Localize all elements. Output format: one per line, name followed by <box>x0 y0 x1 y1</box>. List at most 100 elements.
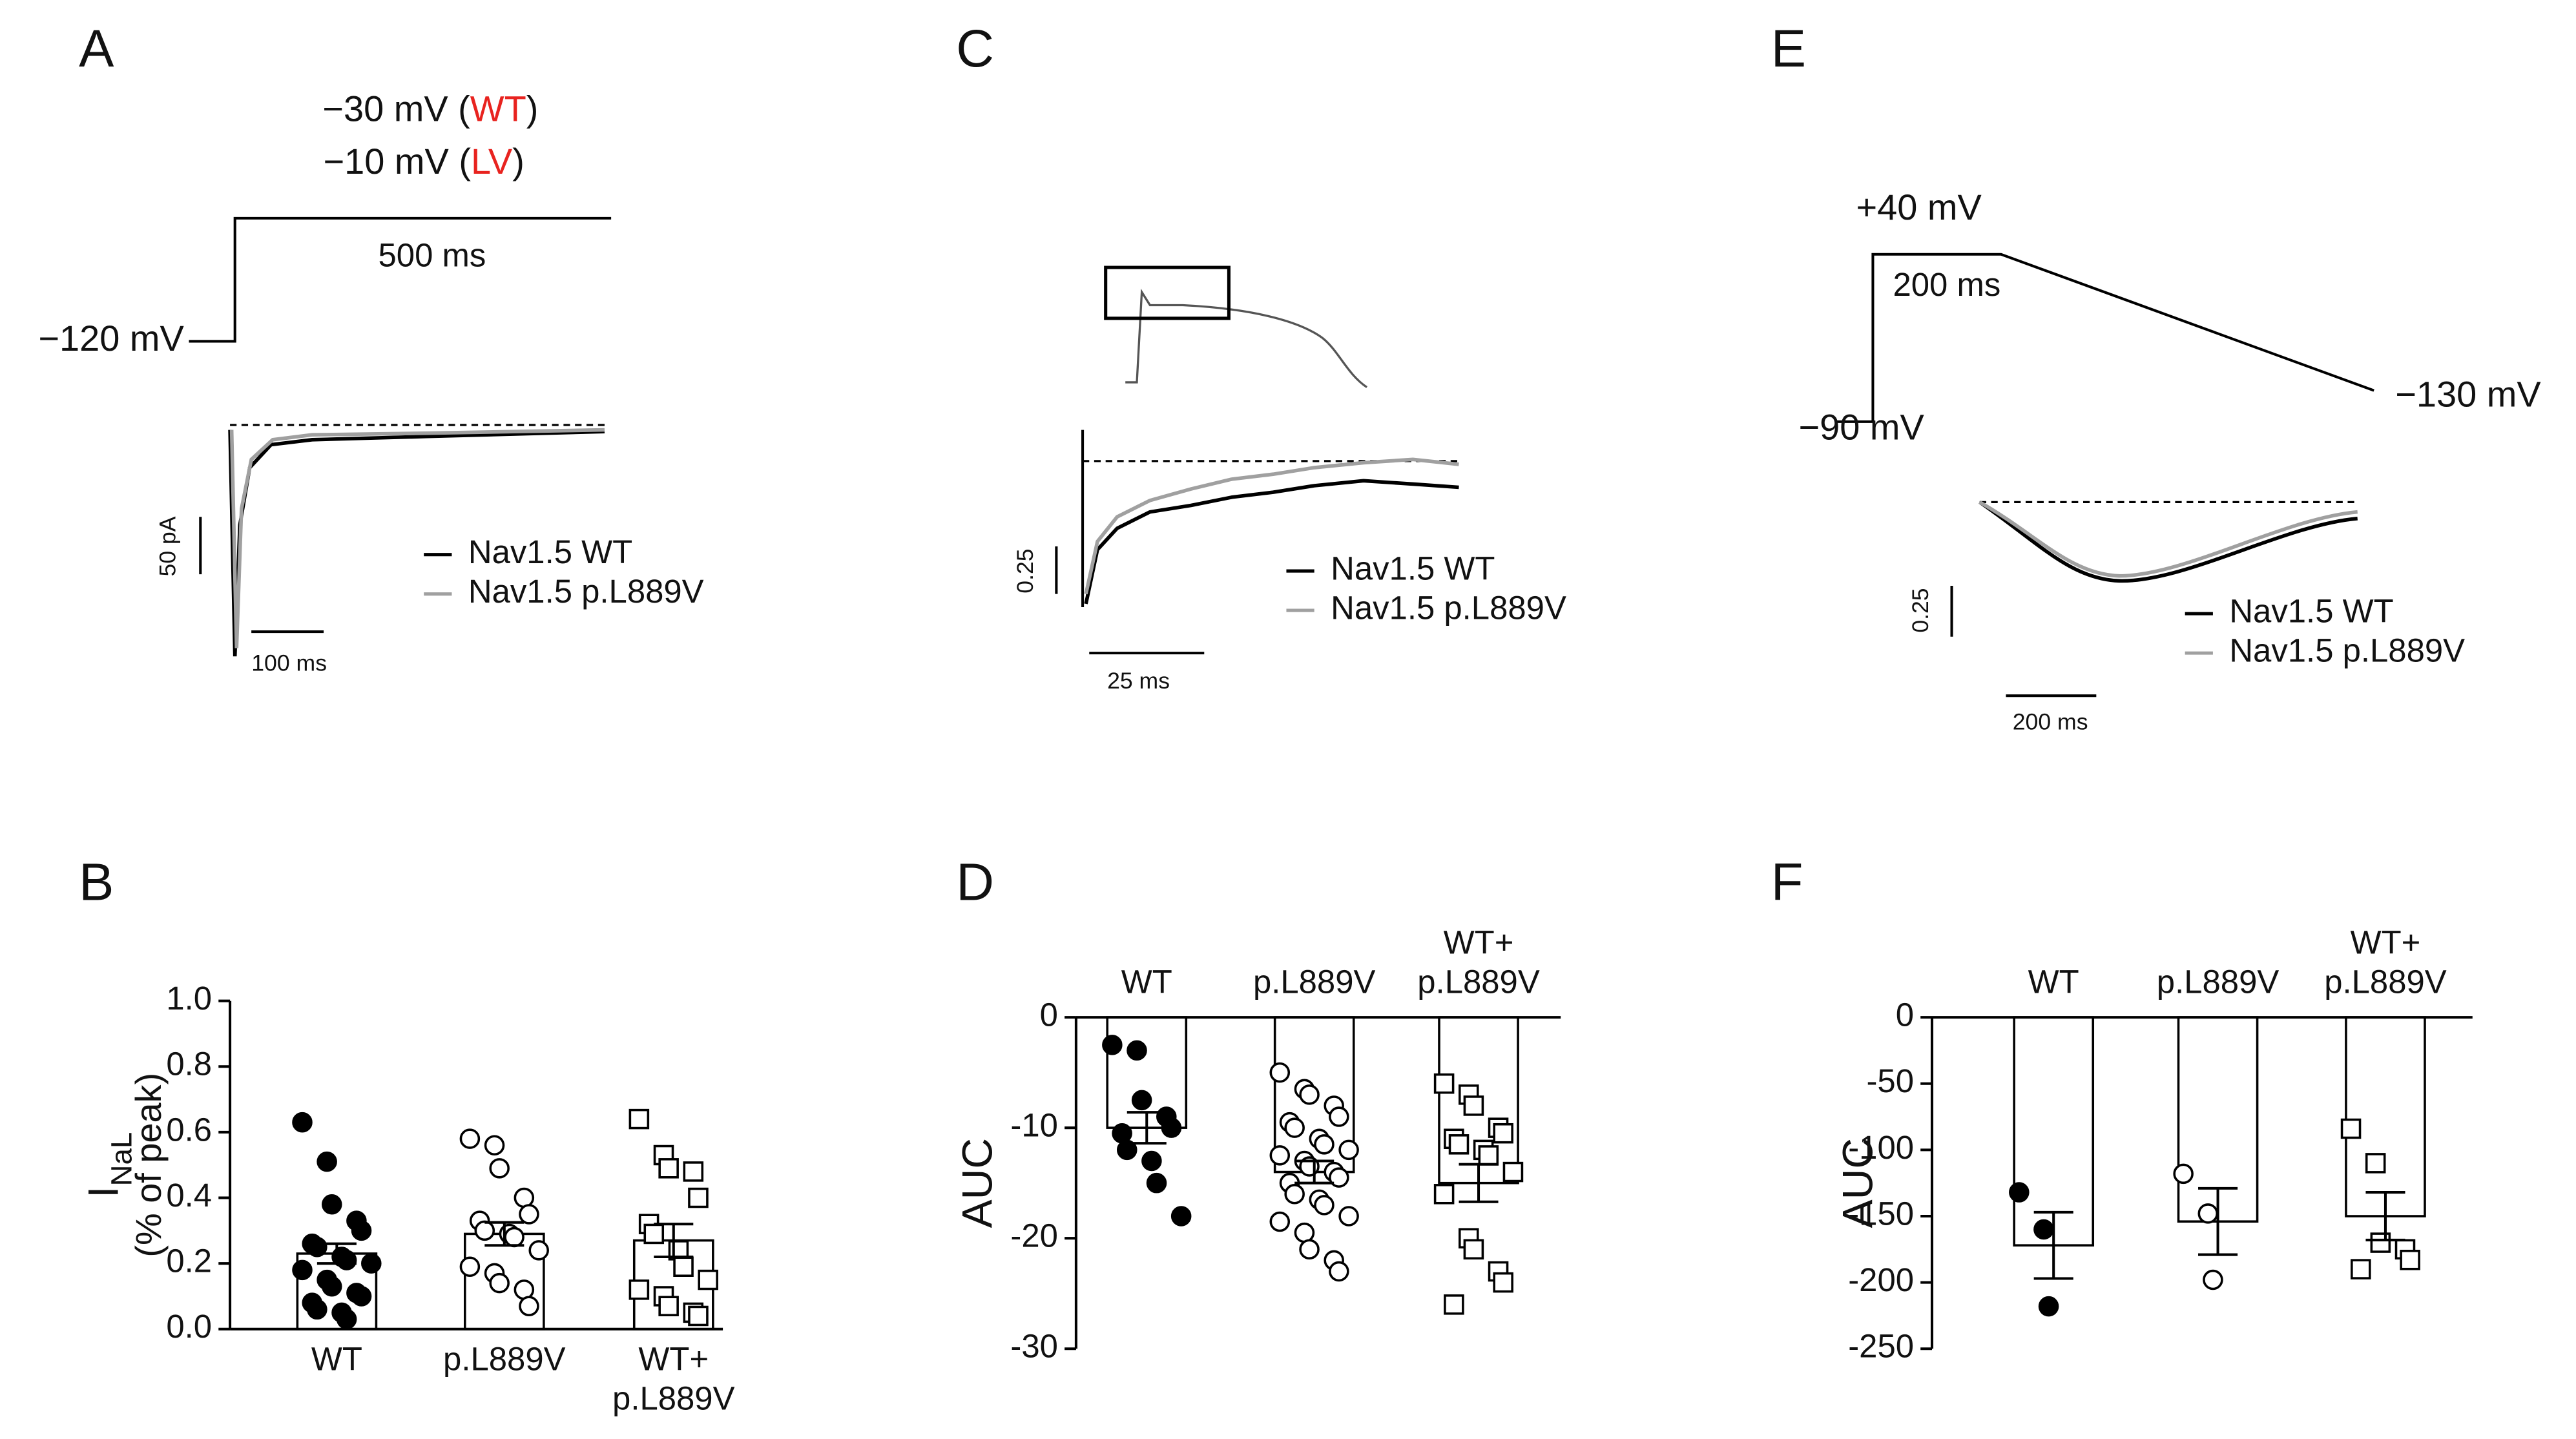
data-point <box>1299 1239 1320 1260</box>
data-point <box>1463 1239 1484 1260</box>
legend-label: Nav1.5 WT <box>468 533 632 570</box>
data-point <box>2173 1163 2194 1185</box>
data-point <box>1116 1139 1137 1161</box>
data-point <box>1284 1184 1305 1205</box>
y-tick-label: 0.8 <box>166 1046 212 1082</box>
data-point <box>1502 1161 1524 1183</box>
error-bar <box>2033 1210 2073 1280</box>
data-point <box>361 1253 382 1274</box>
data-point <box>643 1223 665 1245</box>
y-tick-label: 1.0 <box>166 980 212 1017</box>
y-axis-label: (% of peak) <box>128 1073 169 1258</box>
y-axis-label: AUC <box>954 1138 1002 1228</box>
data-point <box>1269 1145 1291 1166</box>
holding-label: −90 mV <box>1798 406 1924 447</box>
data-point <box>351 1286 372 1307</box>
data-point <box>1161 1117 1182 1138</box>
data-point <box>2197 1203 2219 1224</box>
data-point <box>459 1256 481 1278</box>
data-point <box>628 1279 650 1300</box>
current-trace <box>1979 501 2358 583</box>
data-point <box>317 1151 337 1172</box>
y-tick-label: -20 <box>1010 1217 1058 1254</box>
y-axis-label: INaL <box>80 1132 138 1198</box>
x-tick-label: WT+ p.L889V <box>1417 924 1540 1000</box>
data-point <box>307 1299 327 1320</box>
error-bar <box>484 1221 525 1247</box>
data-point <box>307 1237 327 1258</box>
scale-label: 0.25 <box>1907 588 1933 632</box>
data-point <box>1314 1134 1335 1155</box>
y-tick-label: 0 <box>1040 997 1058 1033</box>
error-bar <box>654 1223 694 1259</box>
data-point <box>1102 1035 1123 1055</box>
y-tick-label: 0.6 <box>166 1111 212 1148</box>
y-tick-label: 0.4 <box>166 1177 212 1214</box>
protocol <box>1836 253 2374 423</box>
y-tick-label: -100 <box>1848 1129 1914 1166</box>
panel-letter: F <box>1771 853 1803 911</box>
data-point <box>528 1240 549 1261</box>
data-point <box>2038 1296 2059 1317</box>
y-tick-label: 0.0 <box>166 1308 212 1345</box>
label-line: p.L889V <box>2157 964 2280 1000</box>
y-tick-label: -10 <box>1010 1107 1058 1144</box>
scale-label: 25 ms <box>1107 668 1170 694</box>
voltage-label: −10 mV (LV) <box>323 141 524 181</box>
y-tick-label: -30 <box>1010 1328 1058 1365</box>
voltage-label: +40 mV <box>1856 187 1982 227</box>
data-point <box>2400 1249 2420 1270</box>
data-point <box>2351 1259 2371 1279</box>
scale-label: 50 pA <box>154 516 180 576</box>
scale-label: 200 ms <box>2013 709 2088 735</box>
data-point <box>1493 1123 1513 1144</box>
x-tick-label: p.L889V <box>2157 964 2280 1000</box>
data-point <box>1299 1084 1320 1105</box>
y-tick-label: 0.2 <box>166 1243 212 1279</box>
data-point <box>2203 1269 2223 1290</box>
data-point <box>1444 1294 1464 1315</box>
current-trace <box>229 428 605 648</box>
label-line: WT+ <box>2351 924 2421 961</box>
data-point <box>489 1272 510 1294</box>
y-axis-label-part: AUC <box>1834 1138 1882 1228</box>
data-point <box>1493 1272 1513 1293</box>
panel-letter: A <box>79 19 114 78</box>
data-point <box>321 1276 342 1297</box>
panel-letter: E <box>1771 19 1806 78</box>
label-line: WT <box>311 1341 362 1378</box>
data-point <box>628 1108 650 1130</box>
current-trace <box>1979 500 2358 578</box>
panel-letter: D <box>956 853 994 911</box>
data-point <box>1433 1073 1455 1094</box>
x-tick-label: WT+ p.L889V <box>612 1341 735 1417</box>
error-bar <box>1459 1163 1499 1203</box>
error-bar <box>2365 1191 2405 1241</box>
label-line: p.L889V <box>1417 964 1540 1000</box>
data-point <box>658 1296 679 1316</box>
x-tick-label: p.L889V <box>443 1341 566 1378</box>
y-axis-label-sub: NaL <box>105 1132 138 1186</box>
data-point <box>519 1204 539 1225</box>
error-bar <box>317 1242 357 1265</box>
y-axis-label-part: AUC <box>954 1138 1002 1228</box>
data-point <box>2365 1153 2386 1174</box>
label-line: WT <box>1121 964 1172 1000</box>
legend-label: Nav1.5 WT <box>1331 550 1495 587</box>
data-point <box>688 1187 709 1208</box>
data-point <box>1127 1040 1147 1061</box>
data-point <box>489 1158 510 1179</box>
data-point <box>673 1256 694 1278</box>
data-point <box>292 1259 313 1281</box>
data-point <box>351 1220 372 1241</box>
data-point <box>336 1250 357 1270</box>
data-point <box>519 1296 539 1316</box>
legend-label: Nav1.5 p.L889V <box>2229 632 2465 669</box>
label-line: p.L889V <box>2324 964 2447 1000</box>
data-point <box>321 1194 342 1215</box>
protocol <box>189 216 612 343</box>
x-tick-label: WT <box>1121 964 1172 1000</box>
holding-label: −120 mV <box>38 318 184 358</box>
data-point <box>2370 1232 2391 1253</box>
